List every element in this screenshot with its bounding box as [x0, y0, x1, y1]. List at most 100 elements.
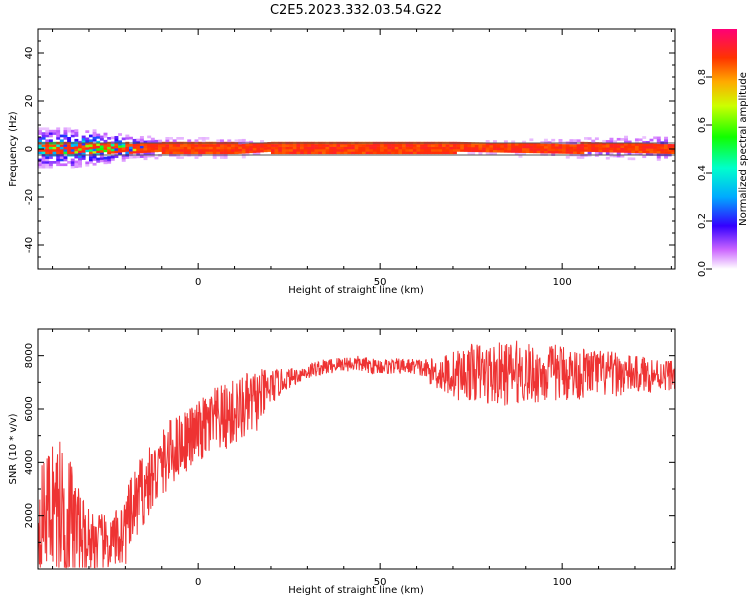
spectrogram-cell [314, 144, 319, 147]
spectrogram-cell [245, 148, 250, 151]
spectrogram-cell [78, 157, 82, 161]
spectrogram-cell [602, 142, 607, 146]
spectrogram-cell [631, 157, 636, 161]
spectrogram-cell [121, 156, 126, 160]
spectrogram-cell [511, 142, 516, 146]
spectrogram-cell [252, 147, 257, 151]
spectrogram-cell [132, 148, 137, 152]
spectrogram-cell [285, 144, 290, 147]
spectrogram-cell [74, 165, 79, 169]
spectrogram-cell [602, 147, 607, 150]
figure-title: C2E5.2023.332.03.54.G22 [270, 3, 442, 18]
spectrogram-cell [591, 139, 596, 143]
spectrogram-cell [598, 142, 603, 145]
spectrogram-cell [605, 144, 610, 148]
spectrogram-cell [92, 155, 97, 159]
spectrogram-cell [143, 143, 148, 146]
spectrogram-cell [445, 151, 450, 155]
spectrogram-cell [147, 140, 152, 144]
spectrogram-cell [114, 152, 119, 156]
spectrogram-cell [525, 145, 530, 149]
spectrogram-cell [496, 145, 501, 148]
spectrogram-cell [205, 137, 210, 140]
spectrogram-cell [573, 139, 578, 142]
spectrogram-cell [205, 144, 210, 147]
spectrogram-cell [533, 150, 537, 154]
spectrogram-cell [38, 149, 42, 152]
spectrogram-cell [314, 151, 319, 155]
spectrogram-cell [398, 146, 403, 150]
spectrogram-cell [92, 136, 97, 140]
spectrogram-cell [267, 149, 272, 152]
spectrogram-cell [216, 139, 221, 143]
spectrogram-cell [292, 151, 297, 155]
spectrogram-cell [529, 138, 534, 142]
spectrogram-cell [48, 163, 53, 167]
spectrogram-cell [321, 144, 326, 147]
spectrogram-cell [529, 148, 534, 151]
spectrogram-cell [522, 147, 527, 151]
spectrogram-cell [238, 151, 243, 154]
spectrogram-cell [616, 145, 621, 148]
spectrogram-cell [110, 150, 115, 154]
spectrogram-cell [125, 137, 130, 140]
spectrogram-cell [220, 144, 224, 147]
spectrogram-cell [132, 146, 137, 149]
spectrogram-cell [518, 143, 523, 146]
spectrogram-cell [605, 140, 610, 143]
spectrogram-cell [249, 148, 254, 151]
spectrogram-cell [511, 150, 516, 153]
spectrogram-cell [252, 152, 257, 156]
spectrogram-cell [70, 158, 75, 162]
spectrogram-cell [460, 146, 465, 150]
spectrogram-cell [627, 157, 632, 161]
spectrogram-cell [347, 144, 352, 147]
spectrogram-cell [482, 142, 487, 146]
spectrogram-cell [325, 151, 330, 155]
spectrogram-cell [234, 151, 239, 155]
spectrogram-cell [194, 156, 199, 159]
spectrogram-cell [59, 151, 64, 155]
spectrogram-cell [351, 146, 355, 150]
spectrogram-cell [605, 149, 610, 153]
spectrogram-cell [234, 139, 239, 143]
spectrogram-cell [67, 151, 72, 155]
spectrogram-cell [332, 151, 337, 155]
spectrogram-cell [594, 154, 599, 157]
spectrogram-cell [653, 136, 658, 140]
spectrogram-cell [624, 142, 628, 146]
spectrogram-cell [147, 152, 152, 156]
spectrogram-cell [533, 145, 537, 149]
spectrogram-cell [107, 156, 112, 159]
spectrogram-cell [405, 144, 410, 147]
spectrogram-cell [558, 148, 563, 152]
spectrogram-cell [143, 150, 148, 153]
spectrogram-cell [121, 149, 126, 153]
spectrogram-panel: 0 50 100 40 20 0 -20 -40 Height of straight li… [8, 28, 676, 296]
y-tick-label: 0 [24, 146, 35, 152]
spectrogram-cell [285, 149, 290, 152]
spectrogram-cell [103, 149, 108, 153]
spectrogram-cell [161, 144, 166, 147]
spectrogram-cell [485, 140, 490, 143]
spectrogram-cell [351, 144, 355, 147]
spectrogram-cell [522, 152, 527, 156]
spectrogram-cell [74, 162, 79, 166]
spectrogram-cell [179, 149, 184, 152]
spectrogram-cell [664, 151, 669, 154]
spectrogram-cell [45, 163, 50, 167]
spectrogram-cell [139, 140, 144, 144]
spectrogram-cell [642, 150, 647, 154]
spectrogram-cell [59, 144, 64, 147]
spectrogram-cell [63, 146, 68, 150]
spectrogram-cell [165, 144, 170, 147]
spectrogram-cell [41, 146, 46, 150]
spectrogram-cell [624, 147, 628, 151]
spectrogram-cell [63, 149, 68, 152]
spectrogram-cell [78, 152, 82, 156]
spectrogram-cell [67, 146, 72, 150]
spectrogram-cell [201, 144, 206, 147]
spectrogram-cell [332, 146, 337, 150]
spectrogram-cell [81, 145, 86, 148]
